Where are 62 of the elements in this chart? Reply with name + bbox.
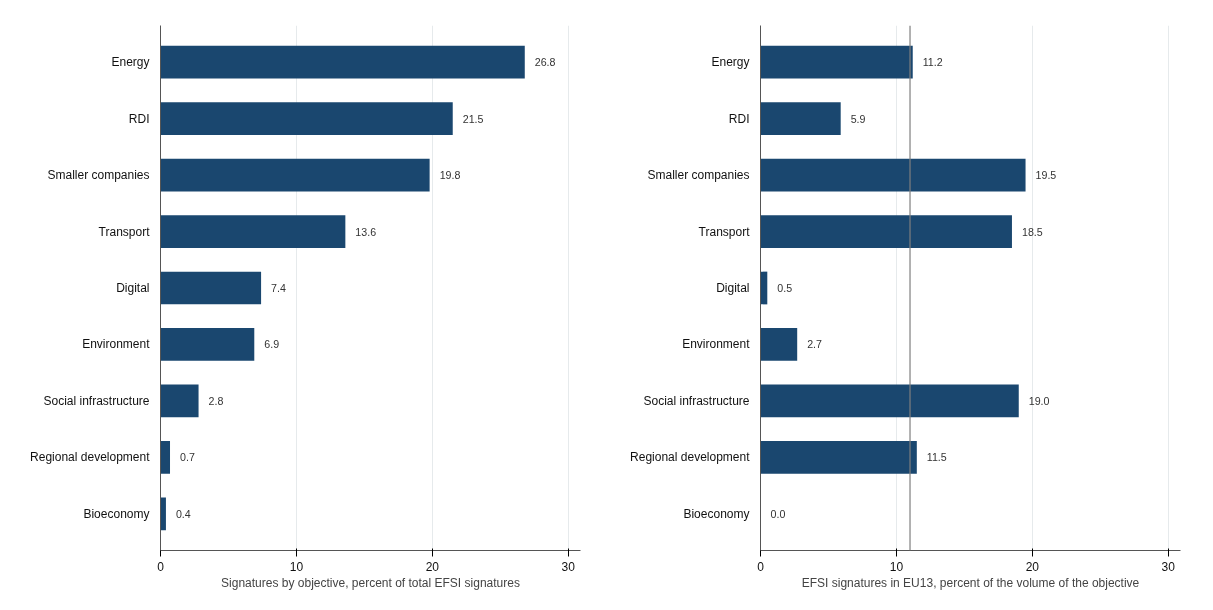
bar (160, 328, 255, 361)
bar (160, 45, 525, 79)
data-label: 5.9 (850, 112, 866, 125)
x-tick-label: 30 (1161, 559, 1176, 574)
y-tick-label: Energy (111, 55, 150, 70)
y-tick-label: Social infrastructure (643, 393, 750, 408)
bar (760, 158, 1026, 192)
data-label: 26.8 (534, 56, 556, 69)
x-tick-label: 0 (757, 559, 765, 574)
bar (160, 102, 453, 136)
data-label: 0.0 (770, 507, 786, 520)
data-label: 0.7 (180, 451, 195, 464)
bar (160, 497, 166, 531)
bar (760, 440, 917, 474)
bar (760, 45, 913, 79)
data-label: 18.5 (1021, 225, 1043, 238)
y-tick-label: RDI (728, 111, 750, 126)
bar (760, 384, 1019, 418)
x-axis-title: EFSI signatures in EU13, percent of the volume of the objective (801, 575, 1140, 590)
data-label: 2.7 (807, 338, 823, 351)
bar (160, 158, 430, 192)
y-tick-label: Regional development (30, 450, 151, 465)
x-tick-label: 20 (425, 559, 440, 574)
bar (160, 271, 262, 305)
y-tick-label: Digital (116, 281, 150, 295)
data-label: 19.0 (1028, 394, 1050, 407)
y-tick-label: Transport (98, 224, 151, 239)
x-tick-label: 10 (289, 559, 304, 574)
y-tick-label: Transport (698, 224, 751, 239)
y-tick-label: Environment (682, 337, 751, 352)
bar (760, 328, 798, 361)
y-tick-label: Bioeconomy (683, 506, 750, 521)
data-label: 7.4 (271, 282, 286, 294)
data-label: 6.9 (264, 338, 280, 351)
bar (760, 102, 841, 136)
x-tick-label: 10 (889, 559, 904, 574)
bar (760, 215, 1012, 248)
x-tick-label: 20 (1025, 559, 1040, 574)
y-tick-label: Regional development (630, 450, 751, 465)
data-label: 11.2 (922, 56, 943, 69)
data-label: 21.5 (462, 112, 484, 125)
x-axis-title: Signatures by objective, percent of total EFSI signatures (221, 575, 520, 590)
data-label: 0.4 (175, 507, 191, 520)
x-tick-label: 30 (561, 559, 576, 574)
x-tick-label: 0 (157, 559, 165, 574)
bar (160, 215, 346, 248)
y-tick-label: Energy (711, 55, 750, 70)
y-tick-label: Social infrastructure (43, 393, 150, 408)
data-label: 11.5 (926, 451, 947, 464)
y-tick-label: Smaller companies (647, 168, 750, 183)
y-tick-label: Environment (82, 337, 151, 352)
data-label: 13.6 (355, 225, 377, 238)
y-tick-label: Bioeconomy (83, 506, 150, 521)
y-tick-label: Digital (716, 281, 750, 295)
bar (160, 440, 171, 474)
data-label: 0.5 (777, 282, 793, 294)
data-label: 19.8 (439, 169, 461, 182)
bar (160, 384, 199, 418)
data-label: 2.8 (208, 394, 224, 407)
data-label: 19.5 (1035, 169, 1057, 182)
y-tick-label: RDI (128, 111, 150, 126)
y-tick-label: Smaller companies (47, 168, 150, 183)
